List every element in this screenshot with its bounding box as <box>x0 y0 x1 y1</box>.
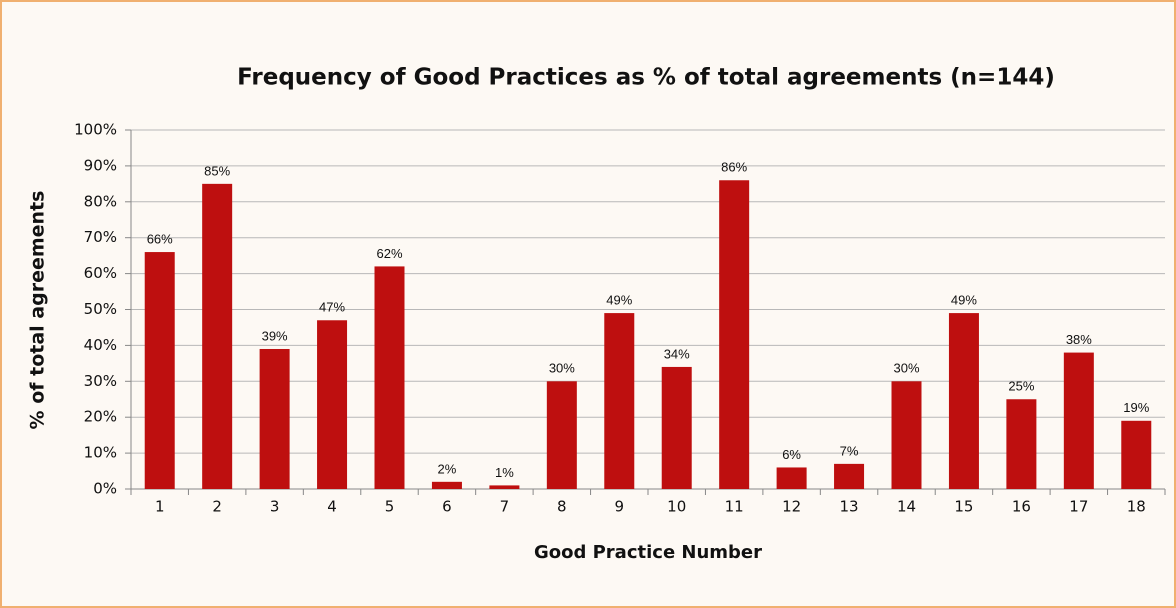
bar <box>1063 352 1094 489</box>
value-label: 25% <box>1008 379 1034 394</box>
bar <box>719 180 750 489</box>
bar <box>604 313 635 489</box>
y-tick-label: 100% <box>74 121 117 139</box>
y-tick-label: 80% <box>84 192 117 210</box>
x-tick-label: 15 <box>954 498 973 516</box>
value-label: 49% <box>951 293 977 308</box>
y-axis-label: % of total agreements <box>27 191 49 430</box>
y-tick-label: 60% <box>84 264 117 282</box>
x-tick-label: 16 <box>1012 498 1031 516</box>
x-tick-label: 1 <box>155 498 165 516</box>
x-tick-label: 3 <box>270 498 280 516</box>
value-label: 39% <box>262 328 288 343</box>
bar <box>891 381 922 489</box>
value-label: 2% <box>438 461 457 476</box>
bar <box>374 266 405 489</box>
x-tick-label: 17 <box>1069 498 1088 516</box>
value-label: 86% <box>721 160 747 175</box>
value-label: 6% <box>782 447 801 462</box>
value-label: 47% <box>319 300 345 315</box>
y-tick-label: 20% <box>84 408 117 426</box>
value-label: 19% <box>1123 400 1149 415</box>
value-label: 1% <box>495 465 514 480</box>
bar <box>1006 399 1037 489</box>
value-label: 66% <box>147 231 173 246</box>
y-tick-label: 40% <box>84 336 117 354</box>
y-tick-label: 30% <box>84 372 117 390</box>
x-tick-label: 6 <box>442 498 452 516</box>
x-tick-label: 10 <box>667 498 686 516</box>
x-tick-label: 14 <box>897 498 916 516</box>
value-label: 34% <box>664 346 690 361</box>
value-label: 7% <box>840 443 859 458</box>
bar <box>948 313 979 489</box>
bar <box>202 183 233 489</box>
value-label: 85% <box>204 163 230 178</box>
bar <box>834 463 865 489</box>
x-tick-label: 7 <box>500 498 510 516</box>
bar <box>431 481 462 489</box>
y-tick-label: 10% <box>84 444 117 462</box>
bar <box>776 467 807 489</box>
x-tick-label: 5 <box>385 498 395 516</box>
x-tick-label: 8 <box>557 498 567 516</box>
x-tick-label: 18 <box>1127 498 1146 516</box>
value-label: 62% <box>376 246 402 261</box>
y-tick-label: 70% <box>84 228 117 246</box>
chart-title: Frequency of Good Practices as % of tota… <box>237 65 1055 91</box>
value-label: 49% <box>606 293 632 308</box>
x-tick-label: 9 <box>615 498 625 516</box>
y-tick-label: 90% <box>84 156 117 174</box>
value-label: 30% <box>549 361 575 376</box>
bar <box>1121 420 1152 489</box>
bar <box>661 366 692 489</box>
x-tick-label: 4 <box>327 498 337 516</box>
x-tick-label: 2 <box>212 498 222 516</box>
value-label: 38% <box>1066 332 1092 347</box>
y-tick-label: 0% <box>93 480 117 498</box>
y-tick-label: 50% <box>84 300 117 318</box>
x-axis-label: Good Practice Number <box>534 542 762 563</box>
bar <box>144 252 175 489</box>
x-tick-label: 12 <box>782 498 801 516</box>
x-tick-label: 13 <box>840 498 859 516</box>
bar <box>489 485 520 489</box>
x-tick-label: 11 <box>725 498 744 516</box>
bar <box>259 348 290 489</box>
bar <box>317 320 348 489</box>
value-label: 30% <box>893 361 919 376</box>
bar <box>546 381 577 489</box>
